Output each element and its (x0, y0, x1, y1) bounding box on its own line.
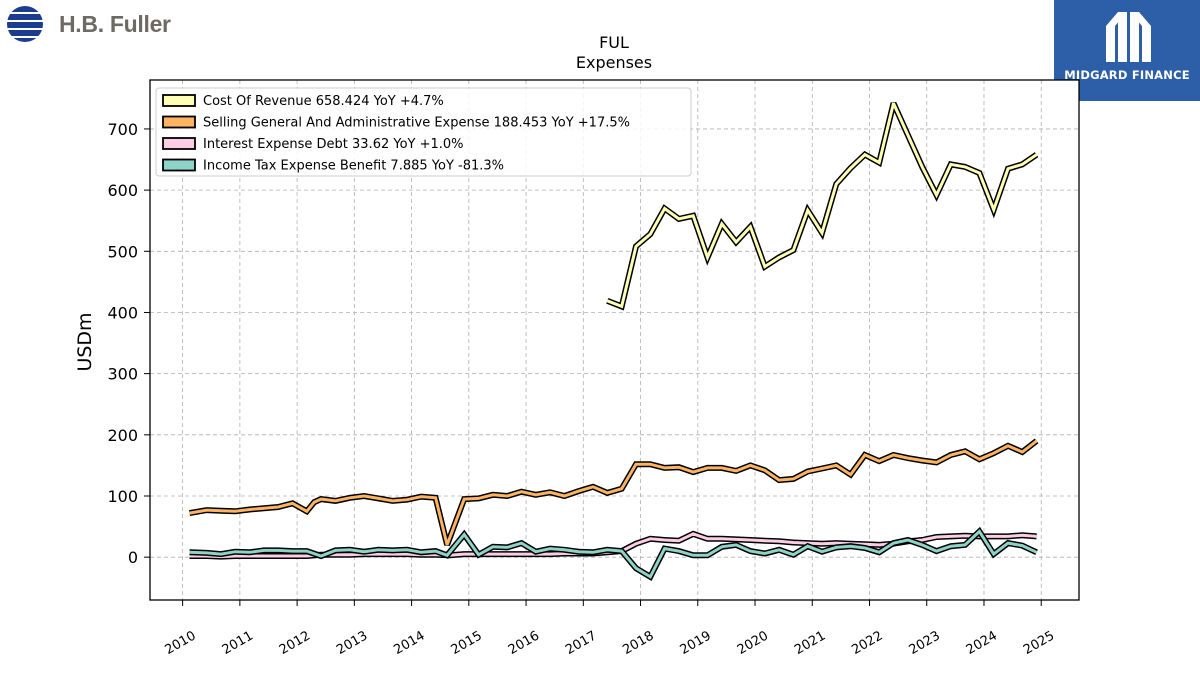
legend-swatch (162, 115, 196, 129)
series-line (606, 102, 1038, 309)
legend-swatch (162, 137, 196, 150)
series-line (189, 439, 1038, 546)
y-tick-label: 200 (107, 426, 138, 445)
x-tick-label: 2022 (849, 628, 885, 658)
legend-entry: Income Tax Expense Benefit 7.885 YoY -81… (162, 158, 504, 174)
x-tick-label: 2016 (506, 628, 542, 658)
legend-label: Interest Expense Debt 33.62 YoY +1.0% (203, 137, 464, 152)
x-tick-label: 2021 (792, 628, 828, 658)
x-tick-label: 2013 (334, 628, 370, 658)
series-group (189, 526, 1038, 582)
legend-label: Cost Of Revenue 658.424 YoY +4.7% (203, 94, 444, 109)
y-tick-label: 100 (107, 487, 138, 506)
hb-fuller-logo-icon (7, 6, 43, 42)
x-tick-label: 2024 (964, 628, 1000, 658)
x-tick-label: 2023 (907, 628, 943, 658)
x-tick-label: 2014 (391, 628, 427, 658)
y-axis: 0 100 200 300 400 500 600 700 (107, 120, 150, 567)
y-tick-label: 700 (107, 120, 138, 139)
series-lines (188, 101, 1039, 582)
y-axis-label: USDm (74, 312, 96, 371)
plot-frame (149, 79, 1080, 601)
y-tick-label: 300 (107, 365, 138, 384)
y-tick-label: 0 (128, 548, 138, 567)
chart-title: FUL (599, 33, 629, 52)
midgard-finance-label: MIDGARD FINANCE (1064, 68, 1190, 82)
y-tick-label: 400 (107, 303, 138, 322)
legend-label: Income Tax Expense Benefit 7.885 YoY -81… (203, 159, 504, 174)
legend-box (155, 87, 692, 177)
legend: Cost Of Revenue 658.424 YoY +4.7% Selling… (155, 87, 692, 177)
hb-fuller-logo: H.B. Fuller (5, 4, 171, 44)
series-group (188, 438, 1039, 546)
y-tick-label: 600 (107, 181, 138, 200)
legend-label: Selling General And Administrative Expen… (203, 116, 630, 131)
x-tick-label: 2010 (162, 628, 198, 658)
x-tick-label: 2012 (277, 628, 313, 658)
legend-entry: Interest Expense Debt 33.62 YoY +1.0% (162, 137, 464, 152)
x-axis: 2010 2011 2012 2013 2014 2015 2016 2017 2018 2019… (162, 600, 1057, 658)
midgard-logo-icon (1106, 12, 1151, 62)
legend-entry: Selling General And Administrative Expen… (162, 115, 630, 131)
series-group (606, 101, 1039, 311)
x-tick-label: 2018 (620, 628, 656, 658)
x-tick-label: 2017 (563, 628, 599, 658)
series-line (189, 529, 1038, 579)
x-tick-label: 2019 (678, 628, 714, 658)
chart-subtitle: Expenses (576, 53, 652, 72)
legend-swatch (162, 158, 196, 172)
x-tick-label: 2015 (449, 628, 485, 658)
legend-swatch (162, 94, 196, 107)
legend-entry: Cost Of Revenue 658.424 YoY +4.7% (162, 94, 444, 109)
x-tick-label: 2025 (1021, 628, 1057, 658)
brand-name: H.B. Fuller (59, 10, 171, 37)
y-tick-label: 500 (107, 242, 138, 261)
x-tick-label: 2011 (220, 628, 256, 658)
x-tick-label: 2020 (735, 628, 771, 658)
